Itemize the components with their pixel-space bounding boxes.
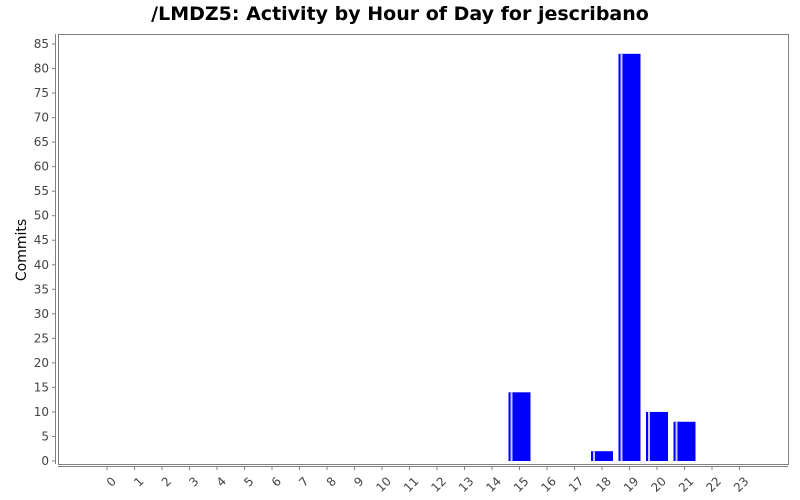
y-tick-label: 80 xyxy=(34,62,49,76)
y-tick-label: 20 xyxy=(34,356,49,370)
x-tick-label: 6 xyxy=(269,474,284,489)
y-tick-label: 5 xyxy=(41,429,49,443)
x-tick-label: 7 xyxy=(296,474,311,489)
bar-20 xyxy=(646,411,668,461)
bars xyxy=(508,53,696,461)
x-tick-label: 19 xyxy=(621,474,642,495)
x-tick-label: 11 xyxy=(401,474,422,495)
bar-highlight xyxy=(620,53,623,461)
x-tick-label: 0 xyxy=(104,474,119,489)
y-tick-label: 10 xyxy=(34,405,49,419)
x-tick-label: 9 xyxy=(351,474,366,489)
x-tick-label: 5 xyxy=(241,474,256,489)
x-tick-label: 1 xyxy=(131,474,146,489)
x-axis: 0 1 2 3 4 5 6 7 8 9 10 11 12 13 14 15 16 17 18 19 20 21 22 23 xyxy=(58,466,788,495)
y-tick-label: 60 xyxy=(34,160,49,174)
x-tick-label: 8 xyxy=(324,474,339,489)
chart-title: /LMDZ5: Activity by Hour of Day for jesc… xyxy=(151,3,649,25)
y-tick-label: 15 xyxy=(34,380,49,394)
y-tick-label: 40 xyxy=(34,258,49,272)
x-tick-label: 12 xyxy=(428,474,449,495)
x-tick-label: 16 xyxy=(538,474,559,495)
y-tick-label: 50 xyxy=(34,209,49,223)
bar-18 xyxy=(591,451,613,461)
y-tick-label: 75 xyxy=(34,86,49,100)
x-tick-label: 22 xyxy=(703,474,724,495)
y-tick-label: 65 xyxy=(34,135,49,149)
x-tick-label: 21 xyxy=(676,474,697,495)
bar-highlight xyxy=(648,411,650,461)
y-tick-label: 85 xyxy=(34,37,49,51)
bar-fill xyxy=(618,53,641,461)
bar-highlight xyxy=(675,421,678,461)
y-axis-title: Commits xyxy=(14,219,30,281)
x-tick-label: 23 xyxy=(731,474,752,495)
plot-area xyxy=(58,34,789,465)
bar-19 xyxy=(618,53,641,461)
bar-highlight xyxy=(510,392,513,461)
x-tick-label: 17 xyxy=(566,474,587,495)
y-tick-label: 30 xyxy=(34,307,49,321)
x-tick-label: 18 xyxy=(593,474,614,495)
bar-fill xyxy=(591,451,613,461)
y-tick-label: 35 xyxy=(34,282,49,296)
x-tick-label: 4 xyxy=(214,474,229,489)
bar-fill xyxy=(673,421,696,461)
x-tick-label: 3 xyxy=(186,474,201,489)
bar-21 xyxy=(673,421,696,461)
x-tick-label: 10 xyxy=(373,474,394,495)
y-tick-label: 0 xyxy=(41,454,49,468)
y-tick-label: 45 xyxy=(34,233,49,247)
y-tick-label: 70 xyxy=(34,111,49,125)
bar-highlight xyxy=(593,451,595,461)
x-tick-label: 2 xyxy=(159,474,174,489)
bar-15 xyxy=(508,392,531,461)
x-tick-label: 20 xyxy=(648,474,669,495)
bar-fill xyxy=(508,392,531,461)
x-tick-label: 15 xyxy=(511,474,532,495)
x-tick-label: 14 xyxy=(483,474,504,495)
y-tick-label: 25 xyxy=(34,331,49,345)
x-tick-label: 13 xyxy=(456,474,477,495)
y-tick-label: 55 xyxy=(34,184,49,198)
bar-fill xyxy=(646,411,668,461)
y-axis: 0 5 10 15 20 25 30 35 40 45 50 55 60 65 70 75 80 85 xyxy=(34,34,56,468)
